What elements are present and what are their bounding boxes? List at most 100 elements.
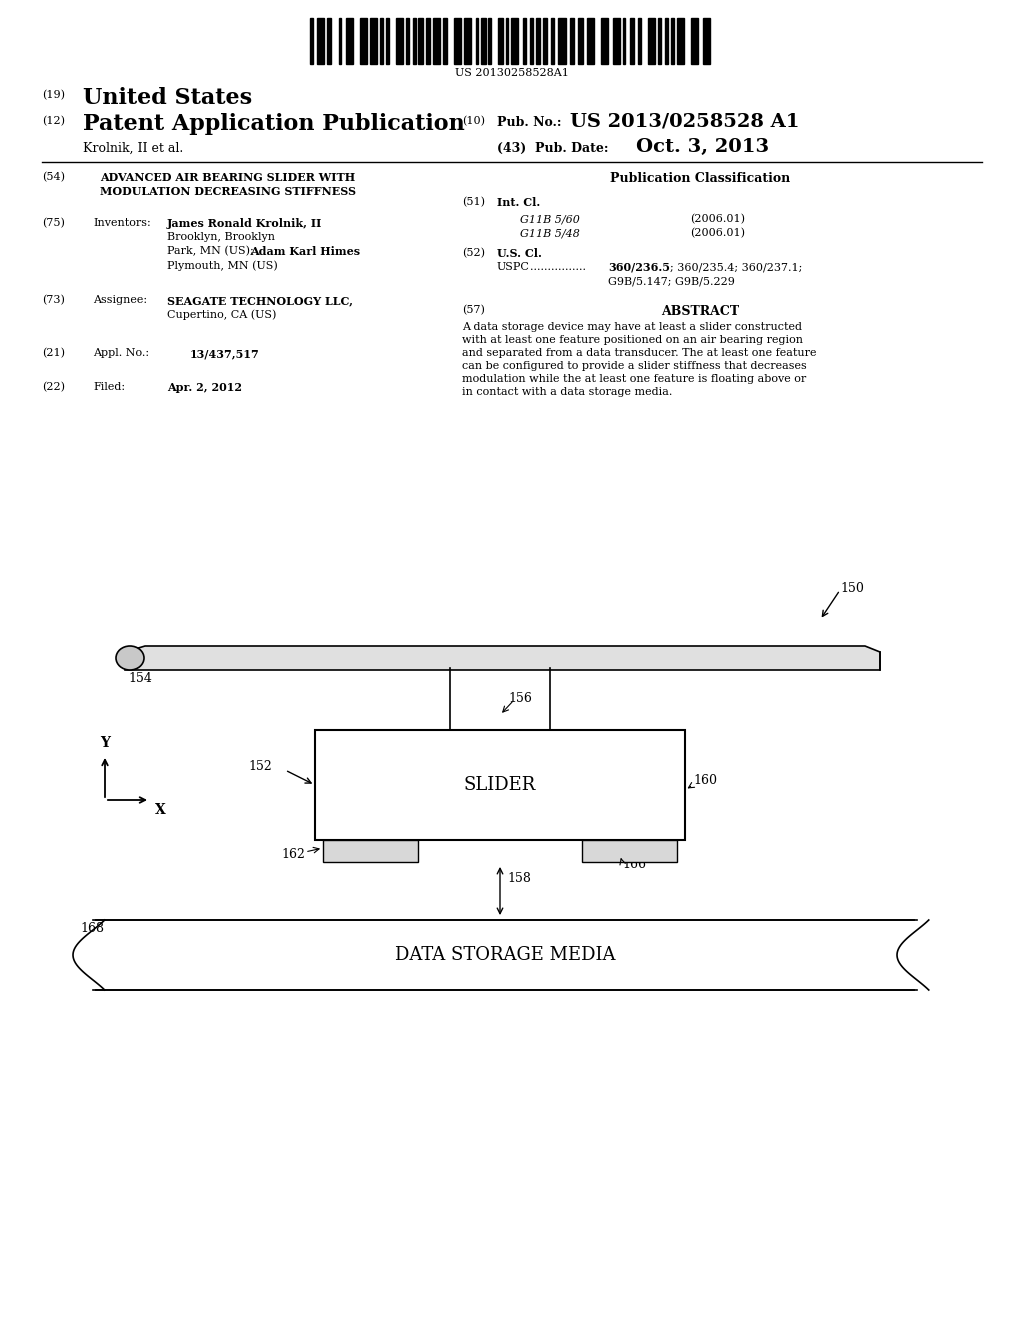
Bar [419,18,423,63]
Bar [671,18,674,63]
Text: (12): (12) [42,116,65,127]
Bar [315,730,685,840]
Text: X: X [155,803,166,817]
Bar [310,18,313,63]
Text: (22): (22) [42,381,65,392]
Text: Int. Cl.: Int. Cl. [497,197,541,209]
Text: 13/437,517: 13/437,517 [190,348,260,359]
Bar [395,18,402,63]
Bar [630,18,634,63]
Bar [360,18,367,63]
Text: 154: 154 [128,672,152,685]
Text: ABSTRACT: ABSTRACT [660,305,739,318]
Bar [582,840,677,862]
Bar [475,18,478,63]
Text: Pub. No.:: Pub. No.: [497,116,561,129]
Bar [464,18,471,63]
Text: Assignee:: Assignee: [93,294,147,305]
Bar [317,18,325,63]
Bar [386,18,388,63]
Bar [455,18,462,63]
Text: (43)  Pub. Date:: (43) Pub. Date: [497,143,608,154]
Text: 152: 152 [248,760,271,774]
Text: with at least one feature positioned on an air bearing region: with at least one feature positioned on … [462,335,803,345]
Text: Publication Classification: Publication Classification [610,172,791,185]
Text: ; 360/235.4; 360/237.1;: ; 360/235.4; 360/237.1; [670,261,803,272]
Text: U.S. Cl.: U.S. Cl. [497,248,542,259]
Bar [702,18,710,63]
Bar [648,18,655,63]
Text: 162: 162 [282,847,305,861]
Bar [666,18,669,63]
Text: Inventors:: Inventors: [93,218,151,228]
Bar [658,18,662,63]
Bar [426,18,430,63]
Bar [691,18,698,63]
Text: Filed:: Filed: [93,381,125,392]
Text: Adam Karl Himes: Adam Karl Himes [250,246,360,257]
Text: 158: 158 [507,871,530,884]
Bar [587,18,594,63]
Bar [522,18,525,63]
Text: modulation while the at least one feature is floating above or: modulation while the at least one featur… [462,374,806,384]
Bar [481,18,485,63]
Text: Krolnik, II et al.: Krolnik, II et al. [83,143,183,154]
Bar [506,18,509,63]
Bar [406,18,409,63]
Bar [433,18,440,63]
Text: James Ronald Krolnik, II: James Ronald Krolnik, II [167,218,323,228]
Text: can be configured to provide a slider stiffness that decreases: can be configured to provide a slider st… [462,360,807,371]
Bar [413,18,416,63]
Bar [380,18,383,63]
Bar [442,18,447,63]
Polygon shape [125,645,880,671]
Text: 360/236.5: 360/236.5 [608,261,670,273]
Text: (73): (73) [42,294,65,305]
Bar [543,18,547,63]
Text: United States: United States [83,87,252,110]
Text: and separated from a data transducer. The at least one feature: and separated from a data transducer. Th… [462,348,816,358]
Text: 156: 156 [508,692,531,705]
Text: US 20130258528A1: US 20130258528A1 [455,69,569,78]
Bar [339,18,341,63]
Text: (21): (21) [42,348,65,358]
Text: Apr. 2, 2012: Apr. 2, 2012 [167,381,242,393]
Text: in contact with a data storage media.: in contact with a data storage media. [462,387,673,397]
Text: SLIDER: SLIDER [464,776,537,795]
Text: US 2013/0258528 A1: US 2013/0258528 A1 [570,114,800,131]
Bar [638,18,641,63]
Bar [327,18,332,63]
Text: Appl. No.:: Appl. No.: [93,348,150,358]
Text: ADVANCED AIR BEARING SLIDER WITH: ADVANCED AIR BEARING SLIDER WITH [100,172,355,183]
Text: USPC: USPC [497,261,529,272]
Text: DATA STORAGE MEDIA: DATA STORAGE MEDIA [394,946,615,964]
Text: (2006.01): (2006.01) [690,228,745,239]
Bar [569,18,574,63]
Bar [488,18,492,63]
Text: 166: 166 [622,858,646,871]
Text: (75): (75) [42,218,65,228]
Text: 160: 160 [693,774,717,787]
Text: Cupertino, CA (US): Cupertino, CA (US) [167,309,276,319]
Bar [536,18,540,63]
Text: ................: ................ [530,261,586,272]
Bar [612,18,620,63]
Text: A data storage device may have at least a slider constructed: A data storage device may have at least … [462,322,802,333]
Text: Plymouth, MN (US): Plymouth, MN (US) [167,260,278,271]
Bar [677,18,684,63]
Bar [370,18,377,63]
Text: (57): (57) [462,305,485,315]
Bar [499,18,503,63]
Bar [551,18,554,63]
Bar [511,18,518,63]
Text: G9B/5.147; G9B/5.229: G9B/5.147; G9B/5.229 [608,276,735,286]
Text: (52): (52) [462,248,485,259]
Bar [558,18,565,63]
Text: (19): (19) [42,90,65,100]
Bar [93,920,918,990]
Bar [346,18,353,63]
Bar [579,18,583,63]
Text: 150: 150 [840,582,864,595]
Text: (10): (10) [462,116,485,127]
Text: (51): (51) [462,197,485,207]
